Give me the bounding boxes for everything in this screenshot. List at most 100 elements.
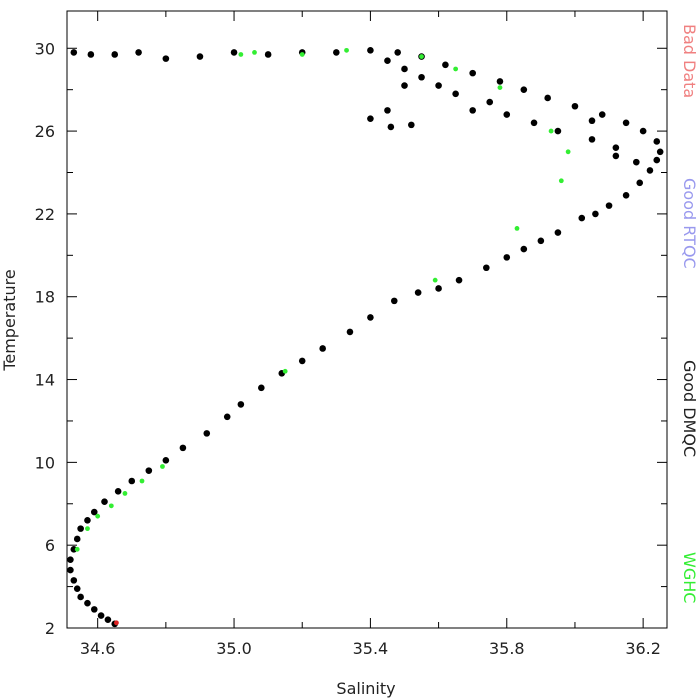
x-tick-label: 35.0 — [216, 639, 252, 658]
data-point — [554, 127, 562, 135]
data-point — [486, 98, 494, 106]
data-point — [135, 49, 142, 56]
y-tick-label: 10 — [35, 453, 55, 472]
data-point — [299, 52, 305, 57]
data-point — [74, 546, 80, 552]
data-point — [87, 51, 95, 58]
data-point — [432, 277, 438, 283]
data-point — [282, 368, 288, 374]
data-point — [384, 57, 391, 64]
data-point — [85, 526, 90, 532]
data-point — [612, 144, 620, 151]
data-point — [592, 210, 599, 218]
legend-good-dmqc: Good DMQC — [680, 360, 699, 457]
data-point — [84, 599, 91, 607]
data-point — [111, 51, 119, 58]
y-tick-label: 26 — [35, 122, 55, 141]
data-point — [128, 477, 136, 485]
data-point — [70, 577, 78, 584]
data-point — [537, 237, 545, 245]
data-point — [90, 606, 98, 613]
data-point — [179, 444, 187, 452]
data-point — [497, 85, 503, 91]
legend-bad-data: Bad Data — [680, 24, 699, 98]
data-point — [367, 115, 374, 122]
data-point — [455, 276, 463, 284]
data-point — [633, 158, 640, 166]
data-point — [73, 535, 81, 543]
data-point — [622, 191, 630, 199]
data-point — [588, 136, 596, 143]
data-point — [548, 128, 554, 134]
data-point — [598, 111, 606, 118]
data-point — [588, 117, 596, 125]
data-point — [384, 107, 391, 114]
data-point — [605, 202, 613, 209]
data-point — [203, 430, 211, 437]
data-point — [95, 513, 101, 519]
data-point — [73, 585, 81, 592]
data-point — [544, 94, 551, 102]
data-point — [435, 285, 442, 292]
data-point — [101, 498, 108, 506]
data-point — [520, 245, 528, 253]
data-point — [435, 82, 442, 89]
data-point — [558, 178, 564, 184]
data-point — [571, 102, 579, 110]
data-point — [367, 47, 374, 54]
data-point — [530, 119, 538, 127]
data-point — [453, 66, 459, 72]
series-bad-data — [114, 620, 119, 626]
data-point — [108, 503, 114, 509]
data-point — [578, 214, 586, 222]
data-point — [139, 478, 145, 484]
data-point — [401, 65, 408, 73]
data-point — [264, 51, 272, 58]
data-point — [160, 464, 165, 469]
legend-good-rtqc: Good RTQC — [680, 178, 699, 269]
y-tick-label: 2 — [45, 619, 55, 638]
data-point — [70, 546, 78, 553]
legend: Bad Data Good RTQC Good DMQC WGHC — [680, 24, 699, 603]
y-axis-label: Temperature — [0, 269, 19, 371]
data-point — [346, 328, 354, 336]
data-point — [90, 508, 98, 516]
x-tick-label: 35.4 — [353, 639, 389, 658]
data-point — [442, 61, 449, 69]
data-point — [419, 54, 424, 59]
data-point — [612, 152, 620, 160]
data-point — [319, 345, 326, 352]
data-point — [196, 53, 204, 60]
data-point — [238, 52, 244, 57]
data-point — [333, 49, 340, 56]
x-tick-label: 36.2 — [625, 639, 661, 658]
data-point — [67, 566, 74, 574]
data-point — [230, 49, 238, 56]
data-point — [97, 612, 105, 619]
data-point — [408, 121, 415, 129]
data-point — [258, 384, 265, 392]
data-point — [636, 179, 644, 187]
series-wghc — [74, 47, 571, 552]
y-tick-label: 18 — [35, 288, 55, 307]
y-tick-label: 14 — [35, 371, 55, 390]
data-point — [496, 78, 504, 85]
x-tick-label: 35.8 — [489, 639, 525, 658]
y-tick-label: 22 — [35, 205, 55, 224]
data-point — [653, 156, 661, 164]
data-point — [390, 297, 398, 305]
y-tick-label: 6 — [45, 536, 55, 555]
data-point — [639, 127, 647, 135]
data-point — [77, 593, 84, 601]
y-tick-label: 30 — [35, 39, 55, 58]
data-point — [145, 467, 153, 474]
data-point — [653, 138, 661, 145]
data-point — [394, 49, 401, 56]
data-point — [452, 90, 459, 98]
data-point — [387, 123, 395, 131]
data-point — [483, 264, 490, 272]
x-axis-label: Salinity — [336, 679, 395, 698]
data-point — [162, 456, 170, 464]
